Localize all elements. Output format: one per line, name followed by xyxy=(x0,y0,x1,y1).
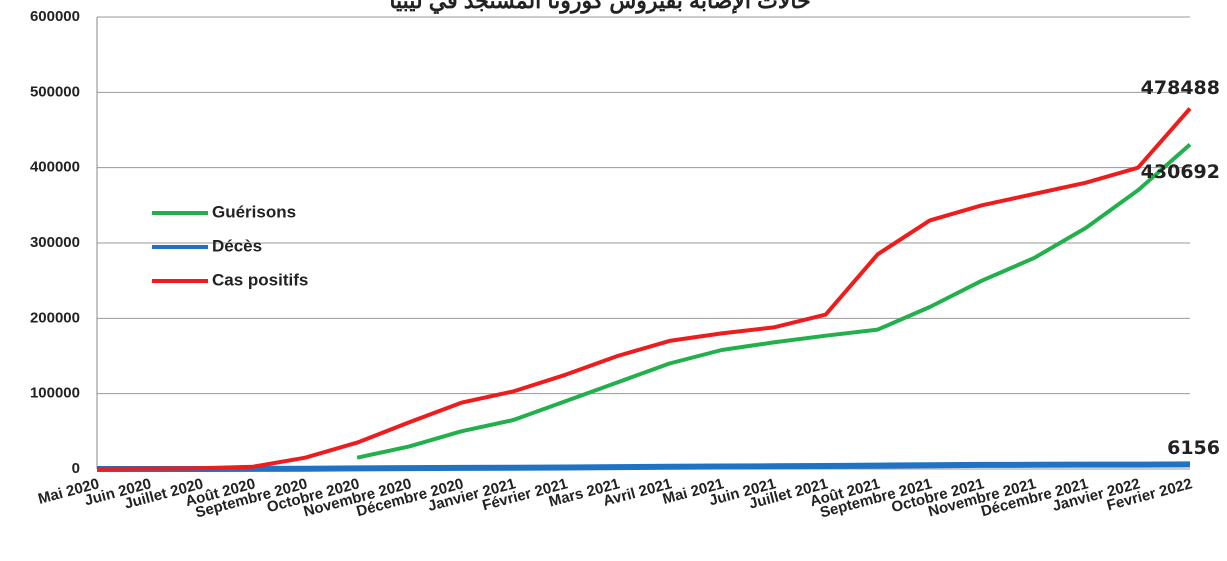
legend-label: Guérisons xyxy=(212,202,296,221)
chart-title: حالات الإصابة بفيروس كورونا المستجد في ل… xyxy=(389,0,810,15)
y-tick-label: 0 xyxy=(72,460,80,477)
y-tick-label: 400000 xyxy=(30,159,80,176)
y-tick-label: 100000 xyxy=(30,385,80,402)
data-label: 6156 xyxy=(1167,437,1220,459)
series-line xyxy=(97,461,1191,472)
series-line xyxy=(96,107,1192,471)
y-tick-label: 200000 xyxy=(30,309,80,326)
y-tick-label: 500000 xyxy=(30,83,80,100)
y-tick-label: 300000 xyxy=(30,234,80,251)
data-label: 430692 xyxy=(1141,161,1220,183)
y-tick-label: 600000 xyxy=(30,8,80,25)
legend-label: Cas positifs xyxy=(212,270,308,289)
legend-label: Décès xyxy=(212,236,262,255)
data-label: 478488 xyxy=(1141,77,1220,99)
series-line xyxy=(356,142,1192,460)
